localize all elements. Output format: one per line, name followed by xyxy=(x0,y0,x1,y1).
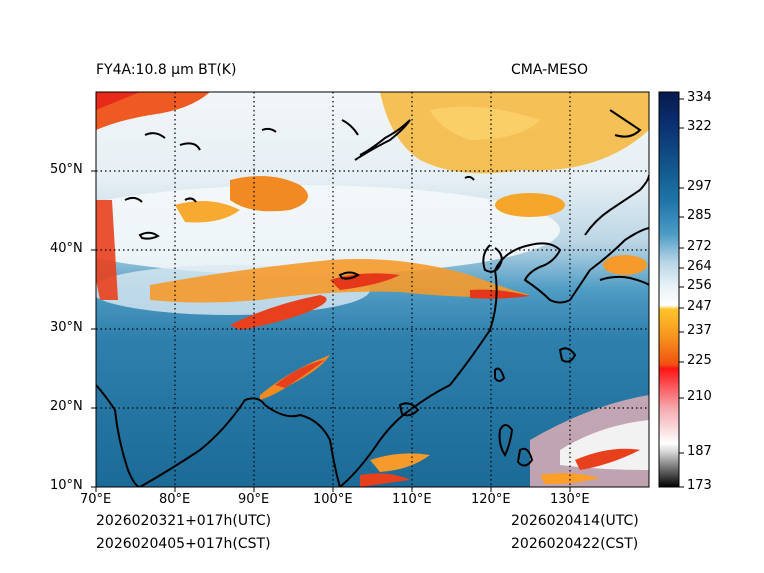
colorbar xyxy=(658,91,680,488)
x-tick-label: 90°E xyxy=(238,492,270,507)
colorbar-ticks xyxy=(679,98,684,488)
colorbar-label: 285 xyxy=(687,208,712,223)
colorbar-label: 210 xyxy=(687,389,712,404)
valid-time-utc: 2026020414(UTC) xyxy=(511,513,639,529)
colorbar-label: 173 xyxy=(687,478,712,493)
colorbar-label: 187 xyxy=(687,444,712,459)
x-tick-label: 120°E xyxy=(471,492,511,507)
satellite-imagery xyxy=(96,92,649,487)
x-tick-label: 110°E xyxy=(392,492,432,507)
y-tick-label: 20°N xyxy=(50,399,83,414)
colorbar-label: 322 xyxy=(687,119,712,134)
colorbar-label: 256 xyxy=(687,278,712,293)
valid-time-cst: 2026020422(CST) xyxy=(511,536,639,552)
map-frame xyxy=(95,91,650,488)
y-tick-label: 40°N xyxy=(50,241,83,256)
y-tick-label: 30°N xyxy=(50,320,83,335)
colorbar-label: 297 xyxy=(687,179,712,194)
x-tick-label: 70°E xyxy=(80,492,112,507)
x-tick-label: 130°E xyxy=(550,492,590,507)
init-time-cst: 2026020405+017h(CST) xyxy=(96,536,271,552)
init-time-utc: 2026020321+017h(UTC) xyxy=(96,513,272,529)
axis-ticks xyxy=(91,170,571,492)
y-tick-label: 10°N xyxy=(50,478,83,493)
colorbar-label: 334 xyxy=(687,90,712,105)
colorbar-label: 264 xyxy=(687,259,712,274)
colorbar-label: 272 xyxy=(687,239,712,254)
chart-title-left: FY4A:10.8 µm BT(K) xyxy=(96,62,237,78)
x-tick-label: 80°E xyxy=(159,492,191,507)
colorbar-label: 247 xyxy=(687,299,712,314)
chart-title-right: CMA-MESO xyxy=(511,62,589,78)
colorbar-label: 225 xyxy=(687,353,712,368)
y-tick-label: 50°N xyxy=(50,162,83,177)
colorbar-label: 237 xyxy=(687,323,712,338)
graticule xyxy=(96,92,649,487)
x-tick-label: 100°E xyxy=(313,492,353,507)
